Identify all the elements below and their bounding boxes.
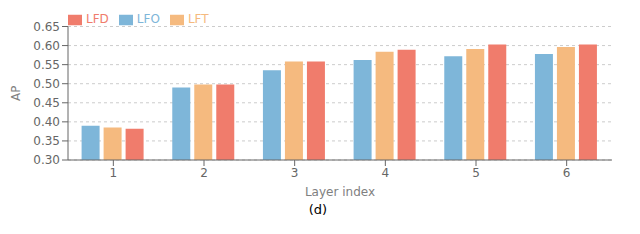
- svg-text:AP: AP: [9, 86, 23, 101]
- html-text:(d): (d): [308, 202, 328, 217]
- svg-text:3: 3: [291, 166, 299, 180]
- svg-text:4: 4: [382, 166, 390, 180]
- svg-text:6: 6: [563, 166, 571, 180]
- html-text:LFO: LFO: [136, 12, 160, 26]
- svg-text:0.30: 0.30: [33, 153, 60, 167]
- svg-text:0.40: 0.40: [33, 115, 60, 129]
- svg-text:0.55: 0.55: [33, 58, 60, 72]
- svg-text:0.65: 0.65: [33, 20, 60, 34]
- svg-text:2: 2: [200, 166, 208, 180]
- svg-text:Layer index: Layer index: [305, 185, 375, 199]
- svg-text:0.60: 0.60: [33, 39, 60, 53]
- html-text:LFD: LFD: [86, 12, 109, 26]
- svg-text:0.45: 0.45: [33, 96, 60, 110]
- html-text:LFT: LFT: [187, 12, 209, 26]
- svg-text:5: 5: [472, 166, 480, 180]
- svg-text:0.50: 0.50: [33, 77, 60, 91]
- svg-text:1: 1: [110, 166, 118, 180]
- svg-text:0.35: 0.35: [33, 134, 60, 148]
